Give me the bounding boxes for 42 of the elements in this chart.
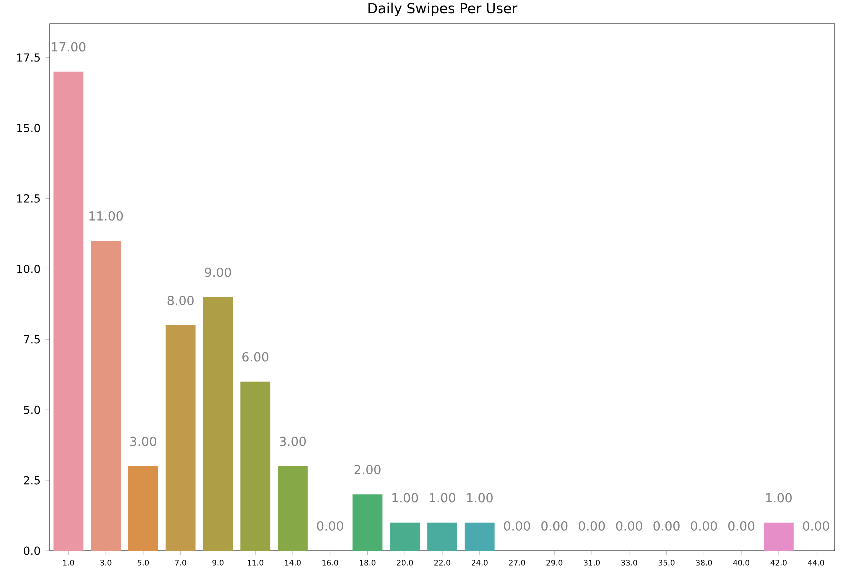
- data-label: 1.00: [766, 493, 792, 503]
- bar: [764, 522, 794, 552]
- bar: [240, 382, 271, 552]
- data-label: 2.00: [354, 465, 381, 475]
- y-tick-label: 12.5: [18, 194, 40, 203]
- bar: [166, 326, 196, 552]
- data-label: 0.00: [578, 521, 606, 531]
- data-label: 0.00: [504, 521, 530, 531]
- y-tick-label: 15.0: [18, 124, 40, 132]
- data-label: 0.00: [654, 521, 680, 531]
- bar: [352, 494, 383, 552]
- data-label: 3.00: [130, 436, 156, 446]
- y-tick-label: 5.0: [24, 406, 40, 414]
- bar: [54, 72, 84, 552]
- data-label: 0.00: [691, 521, 718, 531]
- data-label: 3.00: [280, 436, 306, 446]
- data-label: 17.00: [52, 42, 86, 52]
- bar: [428, 522, 458, 552]
- data-label: 0.00: [616, 521, 642, 531]
- data-label: 0.00: [317, 521, 344, 531]
- data-label: 1.00: [430, 493, 456, 503]
- data-label: 8.00: [168, 296, 194, 306]
- data-label: 0.00: [803, 521, 830, 531]
- bar: [91, 240, 122, 552]
- data-label: 11.00: [90, 211, 124, 221]
- y-tick-label: 17.5: [18, 54, 40, 62]
- bar: [128, 466, 158, 552]
- y-tick-label: 2.5: [24, 476, 40, 485]
- data-label: 0.00: [542, 521, 568, 531]
- bar: [464, 522, 495, 552]
- chart-title: Daily Swipes Per User: [368, 2, 518, 16]
- data-label: 0.00: [728, 521, 755, 531]
- data-label: 1.00: [392, 493, 418, 503]
- y-tick-label: 10.0: [18, 264, 40, 274]
- data-label: 9.00: [205, 268, 232, 278]
- y-tick-label: 0.0: [24, 546, 40, 556]
- bar: [390, 522, 420, 552]
- bar: [278, 466, 308, 552]
- data-label: 1.00: [467, 493, 493, 503]
- bar: [203, 297, 234, 552]
- y-tick-label: 7.5: [24, 336, 40, 344]
- data-label: 6.00: [242, 352, 269, 362]
